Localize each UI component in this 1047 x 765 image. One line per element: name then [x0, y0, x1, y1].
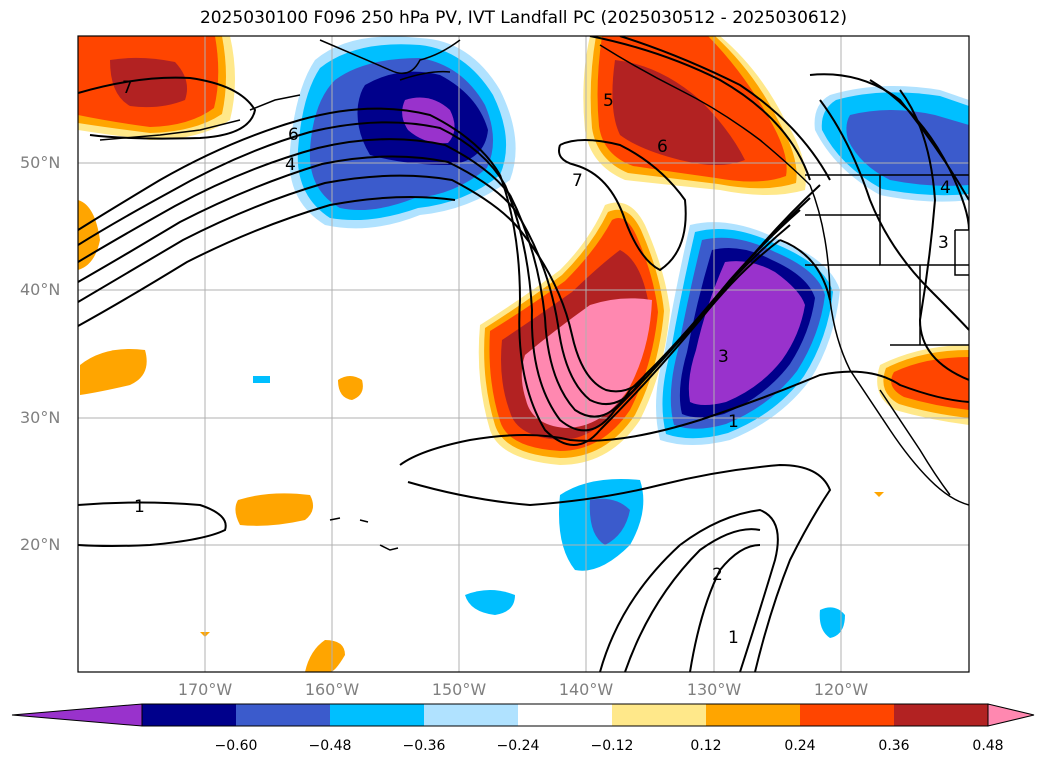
colorbar-tick-label: −0.36 — [402, 738, 446, 754]
contour-label: 1 — [134, 497, 145, 517]
lon-label-140w: 140°W — [558, 680, 614, 699]
colorbar-bin — [330, 704, 424, 726]
coastlines — [99, 39, 969, 551]
colorbar — [11, 703, 1035, 727]
colorbar-tick-label: 0.36 — [878, 738, 910, 754]
contour-label: 7 — [572, 171, 583, 191]
contour-label: 4 — [285, 155, 296, 175]
colorbar-tick-label: 0.48 — [972, 738, 1004, 754]
lat-label-50n: 50°N — [20, 153, 61, 172]
colorbar-bin — [424, 704, 518, 726]
contour-label: 4 — [940, 178, 951, 198]
lon-label-170w: 170°W — [177, 680, 233, 699]
contour-label: 3 — [938, 233, 949, 253]
lat-label-30n: 30°N — [20, 408, 61, 427]
colorbar-tick-label: −0.12 — [590, 738, 634, 754]
contour-labels: 7 6 4 5 6 7 4 3 3 1 1 2 1 — [122, 78, 951, 648]
lat-label-20n: 20°N — [20, 535, 61, 554]
colorbar-tick-label: 0.12 — [690, 738, 722, 754]
colorbar-extend-high — [987, 703, 1035, 727]
contour-label: 7 — [122, 78, 133, 98]
colorbar-tick-label: −0.48 — [308, 738, 352, 754]
colorbar-tick-label: −0.24 — [496, 738, 540, 754]
colorbar-bin — [236, 704, 330, 726]
lon-label-150w: 150°W — [431, 680, 487, 699]
lon-label-160w: 160°W — [304, 680, 360, 699]
lon-label-130w: 130°W — [686, 680, 742, 699]
contour-label: 1 — [728, 628, 739, 648]
map-title: 2025030100 F096 250 hPa PV, IVT Landfall… — [199, 8, 847, 28]
colorbar-tick-label: −0.60 — [214, 738, 258, 754]
contour-label: 3 — [718, 347, 729, 367]
colorbar-bin — [800, 704, 894, 726]
colorbar-bin — [894, 704, 988, 726]
colorbar-frame — [141, 703, 989, 727]
contour-label: 6 — [288, 125, 299, 145]
ivt-contours — [78, 36, 969, 672]
map-frame — [77, 35, 970, 673]
colorbar-bin — [142, 704, 236, 726]
colorbar-bin — [518, 704, 612, 726]
colorbar-bin — [706, 704, 800, 726]
contour-label: 6 — [657, 137, 668, 157]
colorbar-tick-label: 0.24 — [784, 738, 816, 754]
contour-label: 5 — [603, 91, 614, 111]
contour-label: 2 — [712, 565, 723, 585]
colorbar-bin — [612, 704, 706, 726]
lat-label-40n: 40°N — [20, 280, 61, 299]
contour-label: 1 — [728, 412, 739, 432]
colorbar-extend-low — [11, 703, 143, 727]
lon-label-120w: 120°W — [813, 680, 869, 699]
